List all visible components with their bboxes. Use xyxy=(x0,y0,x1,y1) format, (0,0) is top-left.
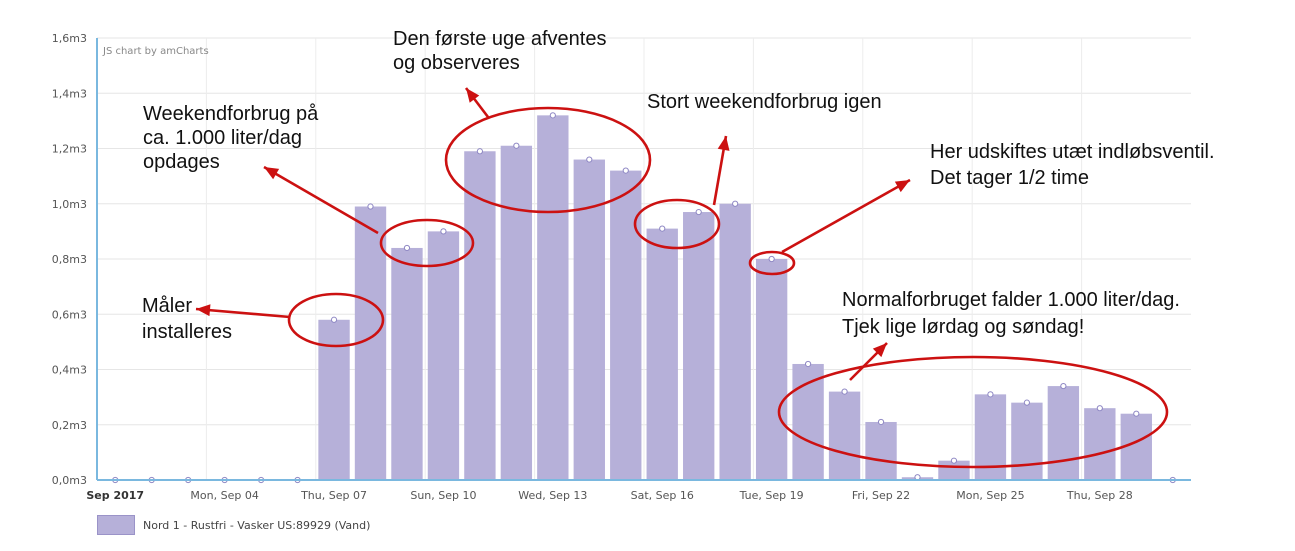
x-tick-label: Mon, Sep 04 xyxy=(190,489,258,502)
bar[interactable] xyxy=(500,145,533,481)
bar[interactable] xyxy=(537,115,569,480)
bar[interactable] xyxy=(865,421,897,480)
bar-point-marker[interactable] xyxy=(513,142,520,149)
annotation: Normalforbruget falder 1.000 liter/dag. T… xyxy=(777,289,1180,469)
annotation-arrowhead xyxy=(717,136,730,151)
bar[interactable] xyxy=(427,231,460,480)
bar-point-marker[interactable] xyxy=(841,388,848,395)
y-tick-label: 1,2m3 xyxy=(52,143,87,156)
bar[interactable] xyxy=(1084,408,1116,480)
bar-point-marker[interactable] xyxy=(732,200,739,207)
bar[interactable] xyxy=(464,151,496,480)
x-tick-label: Sep 2017 xyxy=(86,489,144,502)
bar[interactable] xyxy=(792,363,824,480)
chart-grid xyxy=(96,37,1191,481)
annotation-arrow-line xyxy=(263,165,379,235)
bar-point-marker[interactable] xyxy=(330,316,338,323)
bar-point-marker[interactable] xyxy=(1096,405,1103,412)
bar-point-marker[interactable] xyxy=(586,156,593,163)
chart-legend[interactable]: Nord 1 - Rustfri - Vasker US:89929 (Vand… xyxy=(97,515,370,535)
bar-point-marker[interactable] xyxy=(476,148,483,155)
annotation-arrowhead xyxy=(894,180,910,193)
x-tick-label: Thu, Sep 28 xyxy=(1066,489,1133,502)
y-tick-label: 0,4m3 xyxy=(52,364,87,377)
bar-point-marker[interactable] xyxy=(622,167,629,174)
x-tick-label: Sat, Sep 16 xyxy=(631,489,694,502)
y-tick-label: 0,8m3 xyxy=(52,253,87,266)
x-tick-label: Wed, Sep 13 xyxy=(518,489,587,502)
legend-swatch xyxy=(97,515,135,535)
bar[interactable] xyxy=(646,228,678,480)
bar[interactable] xyxy=(828,391,861,480)
bar[interactable] xyxy=(391,247,423,480)
bar[interactable] xyxy=(683,212,715,480)
annotation-text: installeres xyxy=(142,321,232,343)
bar-point-marker[interactable] xyxy=(549,112,556,119)
x-tick-label: Thu, Sep 07 xyxy=(300,489,367,502)
annotation: Måler installeres xyxy=(142,292,385,348)
y-tick-label: 0,6m3 xyxy=(52,308,87,321)
annotation: Stort weekendforbrug igen xyxy=(633,91,882,250)
annotation-arrow-line xyxy=(781,178,911,254)
chart-axes: 0,0m3 0,2m3 0,4m3 0,6m3 0,8m3 1,0m3 1,2m3 1,4m3… xyxy=(52,32,1191,502)
annotation-arrowhead xyxy=(872,343,887,358)
bar[interactable] xyxy=(719,203,751,480)
x-tick-label: Mon, Sep 25 xyxy=(956,489,1024,502)
bar-point-marker[interactable] xyxy=(877,418,885,426)
bar-point-marker[interactable] xyxy=(367,203,374,210)
bar[interactable] xyxy=(1047,386,1080,480)
annotation-arrowhead xyxy=(466,88,480,103)
y-tick-label: 0,0m3 xyxy=(52,474,87,487)
y-tick-label: 1,0m3 xyxy=(52,198,87,211)
annotation-text: Stort weekendforbrug igen xyxy=(647,91,882,113)
bar-point-marker[interactable] xyxy=(768,255,775,263)
bar-point-marker[interactable] xyxy=(950,457,958,464)
bar[interactable] xyxy=(1011,402,1043,480)
y-tick-label: 1,6m3 xyxy=(52,32,87,45)
bar[interactable] xyxy=(755,259,788,480)
bar-point-marker[interactable] xyxy=(1133,410,1140,417)
highlight-ellipse xyxy=(379,218,475,268)
annotation-text: Det tager 1/2 time xyxy=(930,167,1089,189)
x-tick-label: Tue, Sep 19 xyxy=(739,489,804,502)
annotation-text: Måler xyxy=(142,295,192,317)
bar-point-marker[interactable] xyxy=(695,208,702,216)
annotation-text: ca. 1.000 liter/dag xyxy=(143,127,302,149)
annotation: Her udskiftes utæt indløbsventil. Det tag… xyxy=(748,141,1215,276)
annotation-arrowhead xyxy=(196,304,211,317)
highlight-ellipse xyxy=(444,106,652,214)
bar-point-marker[interactable] xyxy=(987,391,994,398)
chart-bars xyxy=(112,112,1176,484)
highlight-ellipse xyxy=(633,198,721,250)
annotation-arrow-line xyxy=(195,307,291,319)
x-tick-label: Fri, Sep 22 xyxy=(852,489,910,502)
bar-point-marker[interactable] xyxy=(659,225,666,232)
bar-point-marker[interactable] xyxy=(403,244,411,252)
legend-label: Nord 1 - Rustfri - Vasker US:89929 (Vand… xyxy=(143,518,371,532)
highlight-ellipse xyxy=(777,355,1169,469)
y-tick-label: 0,2m3 xyxy=(52,419,87,432)
bar-point-marker[interactable] xyxy=(440,228,447,235)
bar-point-marker[interactable] xyxy=(805,360,812,368)
highlight-ellipse xyxy=(748,250,796,276)
annotation-text: opdages xyxy=(143,151,220,173)
annotation-text: Den første uge afventes xyxy=(393,28,606,50)
annotation-text: Weekendforbrug på xyxy=(143,103,319,125)
highlight-ellipse xyxy=(287,292,385,348)
bar-point-marker[interactable] xyxy=(1060,382,1067,390)
bar[interactable] xyxy=(573,159,605,481)
annotation-text: Tjek lige lørdag og søndag! xyxy=(842,316,1084,338)
annotation-text: Normalforbruget falder 1.000 liter/dag. xyxy=(842,289,1180,311)
annotation-text: Her udskiftes utæt indløbsventil. xyxy=(930,141,1215,163)
y-tick-label: 1,4m3 xyxy=(52,87,87,100)
annotation-arrowhead xyxy=(264,167,280,180)
bar-point-marker[interactable] xyxy=(1023,399,1031,406)
chart-credit[interactable]: JS chart by amCharts xyxy=(102,46,209,57)
annotation-text: og observeres xyxy=(393,52,520,74)
x-tick-label: Sun, Sep 10 xyxy=(410,489,476,502)
